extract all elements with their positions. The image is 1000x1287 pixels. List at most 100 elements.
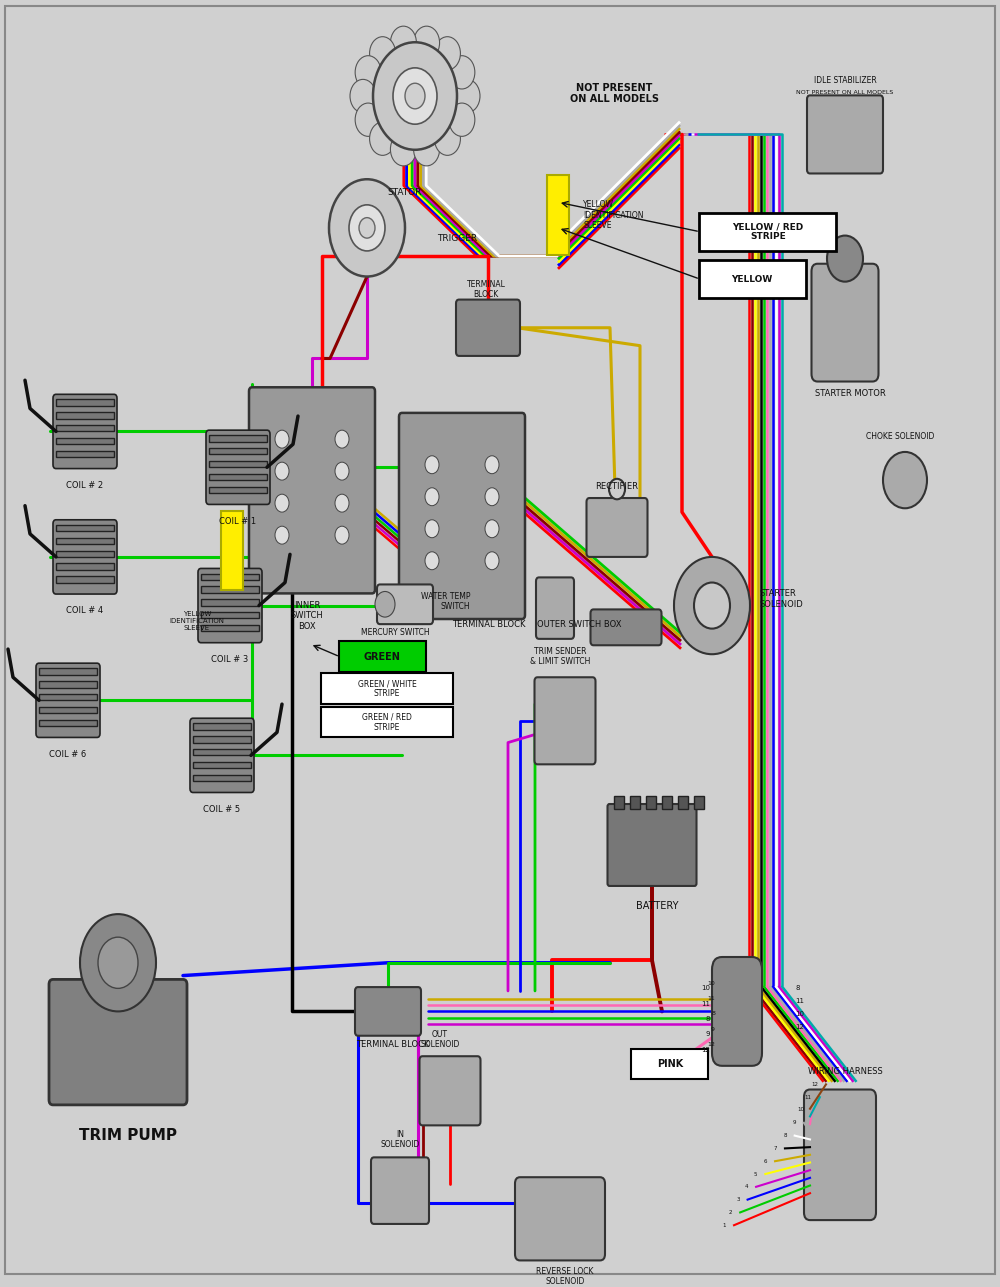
Text: PINK: PINK (657, 1059, 683, 1069)
Text: 11: 11 (707, 996, 715, 1001)
FancyBboxPatch shape (547, 175, 569, 255)
Text: COIL # 5: COIL # 5 (203, 804, 241, 813)
Text: GREEN: GREEN (364, 651, 400, 662)
Text: WIRING HARNESS: WIRING HARNESS (808, 1067, 882, 1076)
Circle shape (390, 26, 416, 59)
Text: 8: 8 (706, 1017, 710, 1022)
Circle shape (425, 520, 439, 538)
Text: 6: 6 (764, 1158, 767, 1163)
Text: YELLOW
IDENTIFICATION
SLEEVE: YELLOW IDENTIFICATION SLEEVE (583, 201, 644, 230)
Text: COIL # 1: COIL # 1 (219, 516, 257, 525)
Bar (614, 797, 624, 810)
FancyBboxPatch shape (712, 958, 762, 1066)
Circle shape (390, 133, 416, 166)
FancyBboxPatch shape (190, 718, 254, 793)
Text: 12: 12 (811, 1082, 818, 1088)
FancyBboxPatch shape (321, 673, 453, 704)
Circle shape (350, 80, 376, 113)
FancyBboxPatch shape (339, 641, 426, 672)
Circle shape (434, 122, 460, 156)
Circle shape (275, 494, 289, 512)
FancyBboxPatch shape (515, 1178, 605, 1260)
Circle shape (375, 592, 395, 616)
Text: NOT PRESENT
ON ALL MODELS: NOT PRESENT ON ALL MODELS (570, 82, 659, 104)
Circle shape (449, 103, 475, 136)
Text: 2: 2 (729, 1210, 732, 1215)
Text: 3: 3 (736, 1197, 740, 1202)
Circle shape (449, 55, 475, 89)
Bar (209, 448, 267, 454)
Circle shape (485, 488, 499, 506)
Bar (193, 775, 251, 781)
Circle shape (359, 218, 375, 238)
Text: TRIM SENDER
& LIMIT SWITCH: TRIM SENDER & LIMIT SWITCH (530, 647, 590, 667)
Text: YELLOW: YELLOW (731, 274, 773, 283)
Text: 9: 9 (711, 1027, 715, 1032)
Text: 10: 10 (795, 1012, 804, 1017)
Circle shape (454, 80, 480, 113)
Bar (56, 399, 114, 405)
FancyBboxPatch shape (371, 1157, 429, 1224)
Bar (630, 797, 640, 810)
Bar (56, 551, 114, 557)
Circle shape (425, 488, 439, 506)
Text: MERCURY SWITCH: MERCURY SWITCH (361, 628, 429, 637)
FancyBboxPatch shape (536, 578, 574, 638)
Circle shape (370, 122, 396, 156)
Text: GREEN / RED
STRIPE: GREEN / RED STRIPE (362, 713, 412, 732)
Circle shape (355, 55, 381, 89)
Circle shape (425, 456, 439, 474)
Circle shape (827, 236, 863, 282)
Text: 7: 7 (773, 1145, 777, 1151)
Circle shape (609, 479, 625, 499)
Circle shape (393, 68, 437, 124)
Text: 12: 12 (701, 1046, 710, 1053)
Bar (209, 435, 267, 441)
Bar (201, 574, 259, 580)
Bar (646, 797, 656, 810)
Bar (39, 694, 97, 700)
Bar (662, 797, 672, 810)
Bar (678, 797, 688, 810)
Text: NOT PRESENT ON ALL MODELS: NOT PRESENT ON ALL MODELS (796, 90, 894, 95)
Circle shape (275, 526, 289, 544)
Text: CHOKE SOLENOID: CHOKE SOLENOID (866, 432, 934, 441)
Circle shape (80, 914, 156, 1012)
Text: TERMINAL
BLOCK: TERMINAL BLOCK (467, 279, 505, 299)
Circle shape (405, 84, 425, 109)
Text: COIL # 4: COIL # 4 (66, 606, 104, 615)
Circle shape (883, 452, 927, 508)
Circle shape (335, 494, 349, 512)
Bar (56, 450, 114, 457)
Text: OUT
SOLENOID: OUT SOLENOID (420, 1030, 460, 1049)
Text: 1: 1 (723, 1223, 726, 1228)
FancyBboxPatch shape (206, 430, 270, 505)
Circle shape (275, 430, 289, 448)
Text: WATER TEMP
SWITCH: WATER TEMP SWITCH (421, 592, 470, 611)
Circle shape (674, 557, 750, 654)
Text: 9: 9 (792, 1120, 796, 1125)
Bar (209, 474, 267, 480)
Bar (193, 762, 251, 768)
Text: TERMINAL BLOCK: TERMINAL BLOCK (356, 1040, 430, 1049)
Bar (209, 461, 267, 467)
Text: YELLOW
IDENTIFICATION
SLEEVE: YELLOW IDENTIFICATION SLEEVE (170, 611, 224, 631)
Text: 8: 8 (783, 1133, 787, 1138)
FancyBboxPatch shape (36, 663, 100, 737)
Text: IDLE STABILIZER: IDLE STABILIZER (814, 76, 876, 85)
Text: OUTER SWITCH BOX: OUTER SWITCH BOX (537, 620, 622, 629)
FancyBboxPatch shape (321, 707, 453, 737)
Circle shape (414, 26, 440, 59)
FancyBboxPatch shape (399, 413, 525, 619)
Circle shape (373, 42, 457, 149)
Bar (39, 681, 97, 687)
Bar (56, 564, 114, 570)
Bar (56, 538, 114, 544)
FancyBboxPatch shape (355, 987, 421, 1036)
Bar (193, 723, 251, 730)
Text: 9: 9 (706, 1031, 710, 1037)
Bar (56, 438, 114, 444)
Text: INNER
SWITCH
BOX: INNER SWITCH BOX (291, 601, 323, 631)
Text: STATOR: STATOR (388, 188, 422, 197)
FancyBboxPatch shape (699, 212, 836, 251)
